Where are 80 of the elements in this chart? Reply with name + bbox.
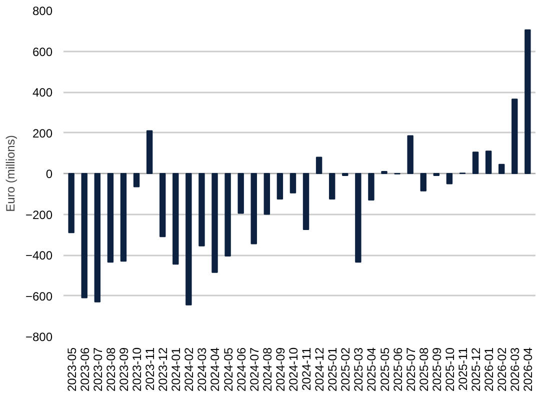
x-tick-label: 2024-06 [234, 347, 248, 392]
x-tick-label: 2024-03 [195, 347, 210, 392]
bar [381, 170, 388, 174]
bar [420, 173, 426, 192]
bar [68, 173, 74, 234]
x-tick-label: 2025-04 [364, 347, 379, 392]
x-tick-label: 2024-09 [273, 347, 288, 392]
bar [355, 173, 362, 263]
x-tick-label: 2025-08 [416, 347, 431, 392]
bar [472, 152, 479, 174]
bar [342, 173, 348, 176]
y-tick-label: 0 [46, 167, 53, 181]
x-tick-label: 2023-07 [90, 347, 105, 392]
bar [198, 173, 205, 246]
x-tick-label: 2023-09 [116, 347, 131, 392]
x-tick-label: 2024-02 [182, 347, 196, 392]
bar [146, 130, 153, 174]
bar [107, 173, 114, 263]
x-tick-label: 2024-08 [260, 347, 274, 392]
bar [172, 173, 179, 265]
x-tick-label: 2025-05 [378, 347, 392, 392]
bar [498, 164, 505, 174]
x-tick-label: 2025-12 [469, 347, 484, 392]
y-tick-label: −400 [25, 248, 53, 262]
bar [407, 135, 414, 174]
x-tick-label: 2025-06 [390, 347, 405, 392]
bar [290, 173, 296, 194]
y-tick-label: 400 [32, 86, 53, 100]
x-tick-label: 2024-07 [247, 347, 262, 392]
bar [238, 173, 244, 214]
x-tick-label: 2024-04 [208, 347, 222, 392]
bar [264, 173, 270, 215]
bar [186, 173, 192, 306]
x-tick-label: 2025-10 [442, 347, 457, 392]
y-axis-title: Euro (millions) [3, 135, 18, 212]
bar [485, 150, 492, 174]
bar [81, 173, 88, 298]
bar [524, 29, 531, 174]
bar [212, 173, 218, 273]
x-tick-label: 2024-11 [300, 347, 314, 391]
bar [120, 173, 127, 262]
x-tick-label: 2026-03 [508, 347, 522, 392]
x-tick-label: 2023-06 [78, 347, 92, 392]
y-tick-label: −200 [25, 208, 53, 222]
bar [224, 173, 231, 257]
y-tick-label: 200 [32, 126, 53, 140]
bar [302, 173, 310, 230]
bar [276, 173, 284, 200]
bar [250, 173, 257, 244]
x-tick-label: 2024-01 [169, 347, 184, 392]
bar [316, 156, 322, 174]
bar [94, 173, 101, 302]
x-tick-label: 2025-01 [326, 347, 340, 392]
x-tick-label: 2025-07 [404, 347, 418, 392]
bar [328, 173, 336, 200]
x-tick-label: 2023-12 [156, 347, 170, 392]
y-tick-label: 800 [32, 4, 53, 18]
bar [368, 173, 374, 200]
x-tick-label: 2024-05 [221, 347, 236, 392]
y-tick-label: −800 [25, 330, 53, 344]
bar [446, 173, 453, 184]
bar [159, 173, 166, 238]
x-tick-label: 2025-03 [352, 347, 366, 392]
y-tick-label: 600 [32, 44, 53, 59]
bar [512, 98, 518, 174]
x-tick-label: 2024-10 [286, 347, 300, 392]
x-tick-label: 2023-10 [130, 347, 144, 392]
x-tick-label: 2025-02 [338, 347, 353, 392]
x-tick-label: 2026-02 [495, 347, 510, 392]
x-tick-label: 2024-12 [312, 347, 327, 392]
y-tick-label: −600 [25, 289, 53, 304]
bar [433, 173, 440, 176]
x-tick-label: 2026-01 [482, 347, 496, 392]
x-tick-label: 2025-09 [430, 347, 444, 392]
bar [133, 173, 140, 188]
x-tick-label: 2023-11 [143, 347, 158, 391]
x-tick-label: 2023-08 [104, 347, 118, 392]
x-tick-label: 2025-11 [456, 347, 470, 391]
x-tick-label: 2026-04 [521, 347, 536, 392]
x-tick-label: 2023-05 [64, 347, 79, 392]
